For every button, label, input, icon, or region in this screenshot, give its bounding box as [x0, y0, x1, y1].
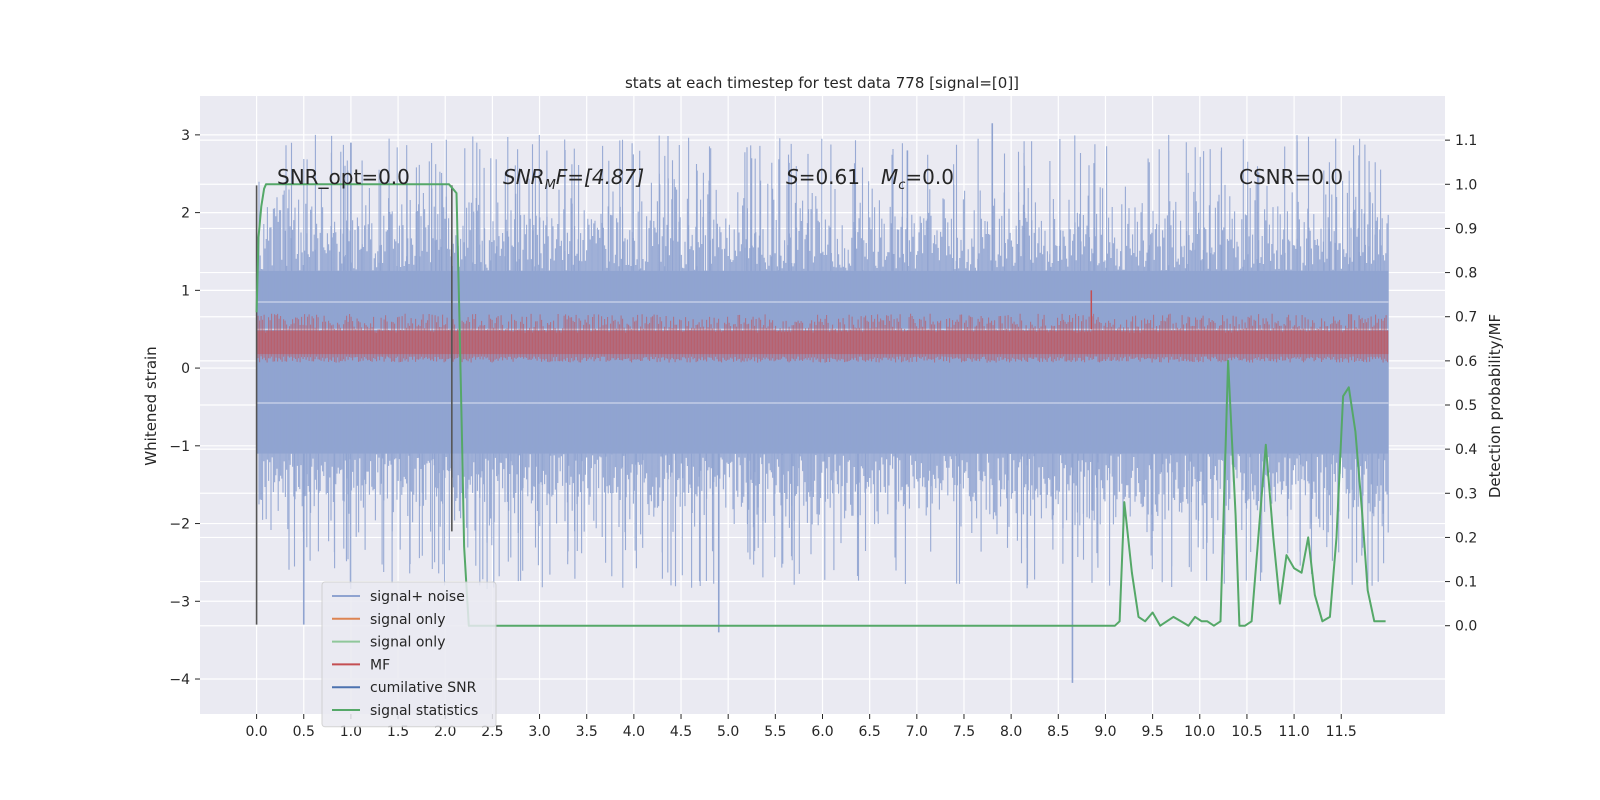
x-tick-label: 5.5 — [764, 724, 786, 740]
x-tick-label: 10.5 — [1231, 724, 1262, 740]
y-right-tick-label: 1.1 — [1455, 133, 1477, 149]
x-tick-label: 4.0 — [623, 724, 645, 740]
y-right-tick-label: 1.0 — [1455, 177, 1477, 193]
legend-label: MF — [370, 657, 390, 673]
y-right-tick-label: 0.4 — [1455, 442, 1477, 458]
annotation-snr-mf: SNRMF=[4.87] — [503, 165, 644, 193]
y-right-tick-label: 0.1 — [1455, 575, 1477, 591]
y-right-tick-label: 0.5 — [1455, 398, 1477, 414]
marker-lines — [255, 185, 453, 625]
signal-statistics-line — [255, 183, 1386, 627]
x-tick-label: 1.5 — [387, 724, 409, 740]
x-tick-label: 0.0 — [245, 724, 267, 740]
legend-label: signal only — [370, 612, 445, 628]
y-left-tick-label: −1 — [169, 439, 190, 455]
x-tick-label: 6.0 — [811, 724, 833, 740]
x-tick-label: 3.0 — [528, 724, 550, 740]
y-axis-left-label: Whitened strain — [142, 346, 160, 465]
x-tick-label: 0.5 — [293, 724, 315, 740]
y-axis-right-label: Detection probability/MF — [1486, 314, 1504, 498]
x-tick-label: 7.5 — [953, 724, 975, 740]
legend-label: signal only — [370, 635, 445, 651]
x-tick-label: 5.0 — [717, 724, 739, 740]
y-left-tick-label: 3 — [181, 128, 190, 144]
y-left-tick-label: 0 — [181, 361, 190, 377]
x-tick-label: 11.0 — [1279, 724, 1310, 740]
y-left-tick-label: −4 — [169, 672, 190, 688]
mf-series — [256, 290, 1389, 363]
signal-statistics-series — [255, 183, 1386, 627]
x-tick-label: 4.5 — [670, 724, 692, 740]
annotation-snr-opt: SNR_opt=0.0 — [277, 165, 410, 189]
annotation-mc: Mc=0.0 — [881, 165, 954, 193]
annotation-s: S=0.61 — [786, 165, 860, 189]
y-right-tick-label: 0.2 — [1455, 530, 1477, 546]
x-tick-label: 2.5 — [481, 724, 503, 740]
y-left-tick-label: 2 — [181, 206, 190, 222]
y-left-tick-label: −3 — [169, 594, 190, 610]
legend-label: signal+ noise — [370, 589, 465, 605]
x-tick-label: 3.5 — [576, 724, 598, 740]
x-tick-label: 1.0 — [340, 724, 362, 740]
x-tick-label: 6.5 — [859, 724, 881, 740]
signal-plus-noise-series — [256, 123, 1389, 683]
y-right-tick-label: 0.9 — [1455, 221, 1477, 237]
x-tick-label: 9.5 — [1141, 724, 1163, 740]
legend-label: cumilative SNR — [370, 680, 477, 696]
y-right-tick-label: 0.8 — [1455, 266, 1477, 282]
legend-box — [321, 581, 497, 728]
y-right-tick-label: 0.0 — [1455, 619, 1477, 635]
legend: signal+ noise signal only signal only MF cum… — [321, 581, 497, 728]
legend-label: signal statistics — [370, 703, 478, 719]
annotation-csnr: CSNR=0.0 — [1239, 165, 1343, 189]
y-axis-left-ticks: −4 −3 −2 −1 0 1 2 3 — [169, 128, 200, 688]
chart-title: stats at each timestep for test data 778… — [625, 74, 1019, 92]
x-axis-ticks: 0.0 0.5 1.0 1.5 2.0 2.5 3.0 3.5 4.0 4.5 5.0 5.5 6.0 6… — [245, 714, 1357, 740]
y-left-tick-label: 1 — [181, 283, 190, 299]
x-tick-label: 8.0 — [1000, 724, 1022, 740]
x-tick-label: 10.0 — [1184, 724, 1215, 740]
y-left-tick-label: −2 — [169, 517, 190, 533]
noise-spikes — [285, 134, 1385, 590]
x-tick-label: 7.0 — [906, 724, 928, 740]
y-right-tick-label: 0.6 — [1455, 354, 1477, 370]
x-tick-label: 8.5 — [1047, 724, 1069, 740]
y-right-tick-label: 0.3 — [1455, 486, 1477, 502]
x-tick-label: 9.0 — [1094, 724, 1116, 740]
x-tick-label: 11.5 — [1326, 724, 1357, 740]
x-tick-label: 2.0 — [434, 724, 456, 740]
y-right-tick-label: 0.7 — [1455, 310, 1477, 326]
y-axis-right-ticks: 0.0 0.1 0.2 0.3 0.4 0.5 0.6 0.7 0.8 0.9 1.0 1.1 — [1445, 133, 1477, 635]
